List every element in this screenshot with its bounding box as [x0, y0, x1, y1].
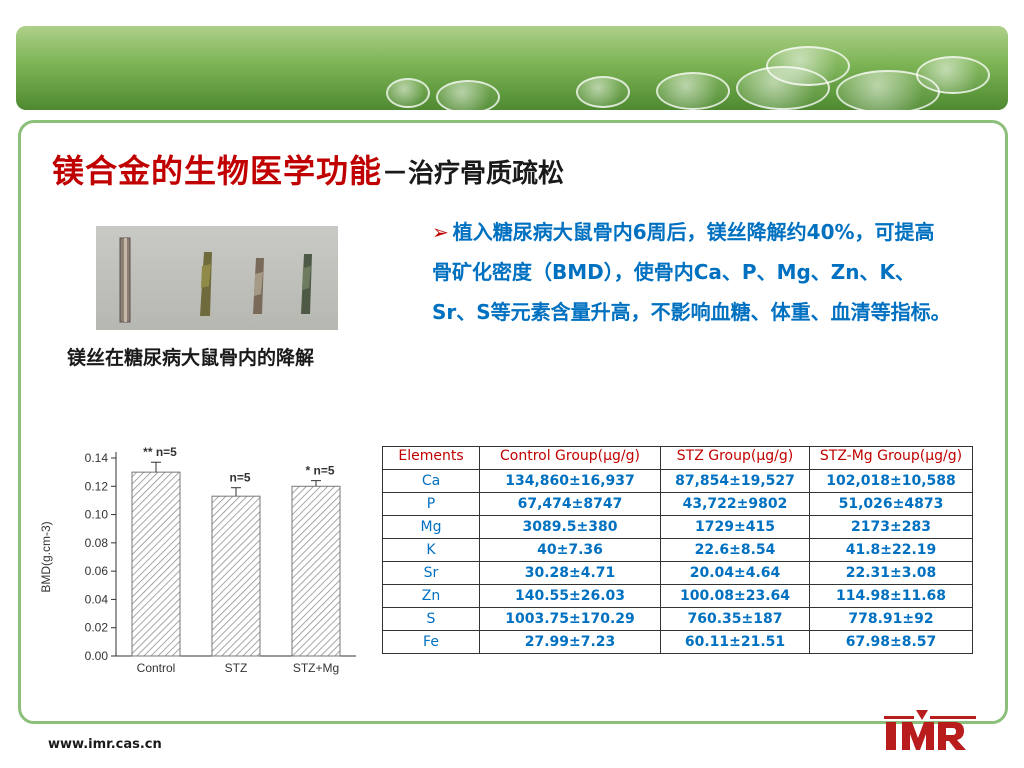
- element-cell: Zn: [382, 584, 480, 608]
- value-cell: 40±7.36: [479, 538, 661, 562]
- table-row: S 1003.75±170.29 760.35±187 778.91±92: [382, 607, 973, 631]
- bullet-point: ➢ 植入糖尿病大鼠骨内6周后，镁丝降解约40%，可提高骨矿化密度（BMD），使骨内…: [432, 212, 952, 332]
- element-content-table: Elements Control Group(μg/g) STZ Group(μ…: [382, 446, 973, 654]
- bar-stzmg: [291, 485, 341, 657]
- value-cell: 20.04±4.64: [660, 561, 810, 585]
- element-cell: Mg: [382, 515, 480, 539]
- header-stz: STZ Group(μg/g): [660, 446, 810, 470]
- bmd-chart-svg: 0.00 0.02 0.04 0.06 0.08 0.10 0.12 0.14 BMD(g.cm…: [39, 445, 356, 675]
- value-cell: 60.11±21.51: [660, 630, 810, 654]
- element-cell: K: [382, 538, 480, 562]
- slide-title: 镁合金的生物医学功能－治疗骨质疏松: [52, 146, 564, 192]
- header-banner: [16, 26, 1008, 110]
- value-cell: 22.6±8.54: [660, 538, 810, 562]
- rat-bone-photo: [96, 226, 338, 330]
- element-cell: S: [382, 607, 480, 631]
- y-tick-label: 0.02: [85, 621, 109, 635]
- y-tick-label: 0.08: [85, 536, 109, 550]
- value-cell: 67.98±8.57: [809, 630, 973, 654]
- value-cell: 760.35±187: [660, 607, 810, 631]
- magnesium-wires-image: [119, 237, 312, 323]
- value-cell: 100.08±23.64: [660, 584, 810, 608]
- bubble-decoration: [436, 80, 500, 110]
- bubble-decoration: [386, 78, 430, 108]
- table-row: Mg 3089.5±380 1729±415 2173±283: [382, 515, 973, 539]
- x-tick-label: Control: [137, 661, 176, 675]
- table-row: P 67,474±8747 43,722±9802 51,026±4873: [382, 492, 973, 516]
- x-tick-label: STZ+Mg: [293, 661, 339, 675]
- bullet-text: 植入糖尿病大鼠骨内6周后，镁丝降解约40%，可提高骨矿化密度（BMD），使骨内C…: [432, 220, 951, 324]
- bubble-decoration: [766, 46, 850, 86]
- bar-control: [131, 471, 181, 657]
- value-cell: 114.98±11.68: [809, 584, 973, 608]
- value-cell: 1003.75±170.29: [479, 607, 661, 631]
- y-tick-label: 0.12: [85, 479, 109, 493]
- imr-logo: [882, 708, 992, 756]
- footer-url: www.imr.cas.cn: [48, 737, 162, 752]
- header-control: Control Group(μg/g): [479, 446, 661, 470]
- arrow-bullet-icon: ➢: [432, 220, 449, 244]
- title-sub: －治疗骨质疏松: [382, 159, 565, 189]
- value-cell: 43,722±9802: [660, 492, 810, 516]
- value-cell: 102,018±10,588: [809, 469, 973, 493]
- element-cell: Sr: [382, 561, 480, 585]
- bar-annotation: ** n=5: [143, 445, 177, 459]
- value-cell: 27.99±7.23: [479, 630, 661, 654]
- value-cell: 2173±283: [809, 515, 973, 539]
- y-tick-label: 0.04: [85, 592, 109, 606]
- y-axis-label: BMD(g.cm-3): [39, 521, 53, 592]
- bubble-decoration: [576, 76, 630, 108]
- header-elements: Elements: [382, 446, 480, 470]
- value-cell: 30.28±4.71: [479, 561, 661, 585]
- value-cell: 41.8±22.19: [809, 538, 973, 562]
- imr-logo-icon: [884, 710, 976, 750]
- bar-annotation: n=5: [229, 471, 250, 485]
- table-row: Sr 30.28±4.71 20.04±4.64 22.31±3.08: [382, 561, 973, 585]
- value-cell: 140.55±26.03: [479, 584, 661, 608]
- y-tick-label: 0.00: [85, 649, 109, 663]
- element-cell: P: [382, 492, 480, 516]
- value-cell: 87,854±19,527: [660, 469, 810, 493]
- value-cell: 67,474±8747: [479, 492, 661, 516]
- header-stz-mg: STZ-Mg Group(μg/g): [809, 446, 973, 470]
- table-row: K 40±7.36 22.6±8.54 41.8±22.19: [382, 538, 973, 562]
- table-row: Fe 27.99±7.23 60.11±21.51 67.98±8.57: [382, 630, 973, 654]
- value-cell: 22.31±3.08: [809, 561, 973, 585]
- y-tick-label: 0.10: [85, 508, 109, 522]
- bubble-decoration: [916, 56, 990, 94]
- x-tick-label: STZ: [225, 661, 248, 675]
- y-tick-label: 0.14: [85, 451, 109, 465]
- photo-caption: 镁丝在糖尿病大鼠骨内的降解: [67, 347, 315, 369]
- value-cell: 1729±415: [660, 515, 810, 539]
- value-cell: 134,860±16,937: [479, 469, 661, 493]
- table-header-row: Elements Control Group(μg/g) STZ Group(μ…: [382, 446, 973, 470]
- table-row: Ca 134,860±16,937 87,854±19,527 102,018±10,…: [382, 469, 973, 493]
- title-main: 镁合金的生物医学功能: [52, 152, 383, 190]
- content-frame: [18, 120, 1008, 724]
- table-row: Zn 140.55±26.03 100.08±23.64 114.98±11.68: [382, 584, 973, 608]
- value-cell: 3089.5±380: [479, 515, 661, 539]
- bmd-bar-chart: 0.00 0.02 0.04 0.06 0.08 0.10 0.12 0.14 BMD(g.cm…: [34, 440, 364, 694]
- bar-stz: [211, 495, 261, 657]
- y-tick-label: 0.06: [85, 564, 109, 578]
- bar-annotation: * n=5: [305, 464, 334, 478]
- bubble-decoration: [656, 72, 730, 110]
- value-cell: 51,026±4873: [809, 492, 973, 516]
- element-cell: Ca: [382, 469, 480, 493]
- value-cell: 778.91±92: [809, 607, 973, 631]
- element-cell: Fe: [382, 630, 480, 654]
